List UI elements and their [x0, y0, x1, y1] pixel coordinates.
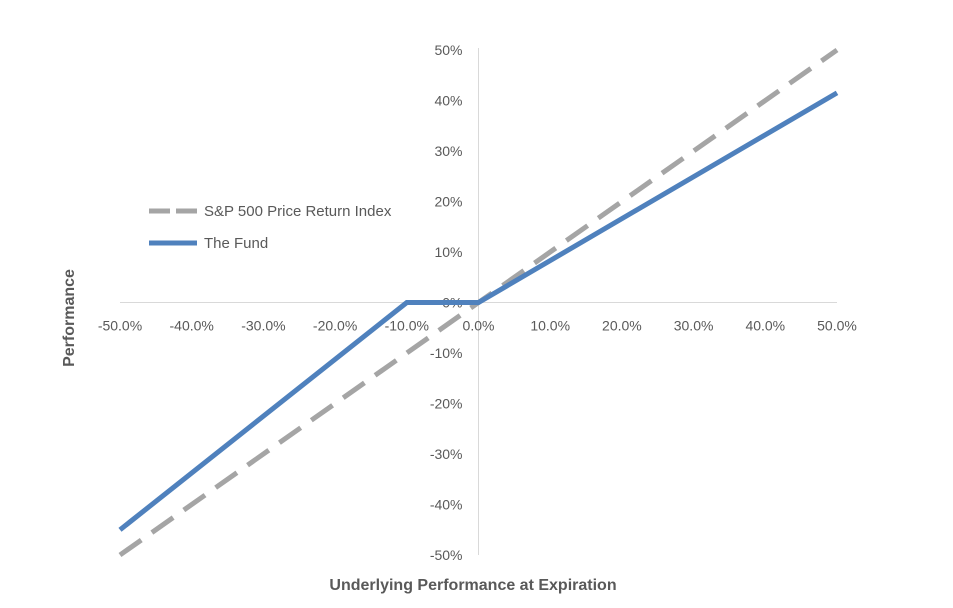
- y-tick-label: -10%: [430, 345, 463, 361]
- x-tick-label: -50.0%: [98, 318, 142, 334]
- y-tick-label: -40%: [430, 497, 463, 513]
- fund-series-line: [118, 90, 839, 532]
- y-tick-label: -30%: [430, 446, 463, 462]
- y-tick-label: 50%: [434, 42, 462, 58]
- x-tick-labels: -50.0% -40.0% -30.0% -20.0% -10.0% 0.0% 10.0% 2…: [98, 318, 857, 334]
- series-lines: [118, 47, 839, 558]
- x-tick-label: -10.0%: [385, 318, 429, 334]
- y-axis-title: Performance: [61, 269, 78, 367]
- x-tick-label: 50.0%: [817, 318, 857, 334]
- y-tick-label: 40%: [434, 93, 462, 109]
- legend-label: S&P 500 Price Return Index: [204, 203, 392, 220]
- y-tick-labels: -50%-40%-30%-20%-10%0%10%20%30%40%50%: [430, 42, 463, 563]
- legend-label: The Fund: [204, 235, 268, 252]
- legend: S&P 500 Price Return Index The Fund: [149, 203, 392, 252]
- x-tick-label: -40.0%: [170, 318, 214, 334]
- y-tick-label: 10%: [434, 244, 462, 260]
- x-tick-label: 10.0%: [530, 318, 570, 334]
- x-tick-label: -30.0%: [241, 318, 285, 334]
- y-tick-label: -50%: [430, 547, 463, 563]
- y-tick-label: -20%: [430, 396, 463, 412]
- x-tick-label: 0.0%: [463, 318, 495, 334]
- x-tick-label: 30.0%: [674, 318, 714, 334]
- x-tick-label: 40.0%: [745, 318, 785, 334]
- x-axis-title: Underlying Performance at Expiration: [329, 577, 616, 594]
- x-tick-label: 20.0%: [602, 318, 642, 334]
- x-tick-label: -20.0%: [313, 318, 357, 334]
- y-tick-label: 20%: [434, 194, 462, 210]
- y-tick-label: 30%: [434, 143, 462, 159]
